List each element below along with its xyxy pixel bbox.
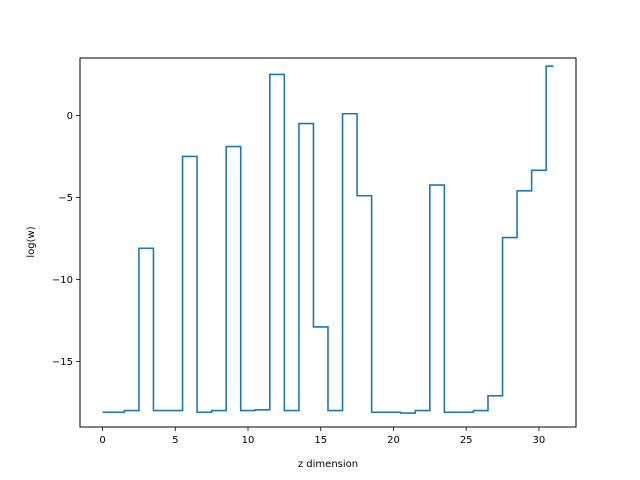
x-tick-label: 5 xyxy=(172,435,178,446)
x-tick-label: 25 xyxy=(460,435,473,446)
y-tick-label: −15 xyxy=(52,357,73,368)
y-tick-label: −5 xyxy=(58,193,73,204)
x-axis-ticks: 0 5 10 15 20 25 30 xyxy=(99,427,545,446)
data-layer xyxy=(102,65,554,414)
y-tick-label: 0 xyxy=(67,111,73,122)
y-tick-label: −10 xyxy=(52,275,73,286)
y-axis-label: log(w) xyxy=(26,226,37,257)
plot-frame xyxy=(79,57,577,428)
series-step-line xyxy=(102,65,554,414)
x-tick-label: 10 xyxy=(242,435,255,446)
x-tick-label: 20 xyxy=(387,435,400,446)
x-tick-label: 0 xyxy=(99,435,105,446)
y-axis-ticks: −15 −10 −5 0 xyxy=(52,111,80,368)
x-tick-label: 15 xyxy=(314,435,327,446)
x-tick-label: 30 xyxy=(533,435,546,446)
x-axis-label: z dimension xyxy=(298,459,358,470)
